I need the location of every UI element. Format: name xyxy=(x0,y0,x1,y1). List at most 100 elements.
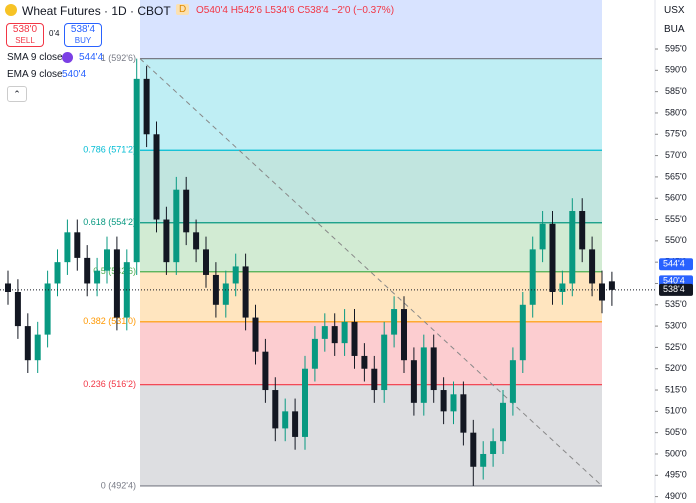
candle-body xyxy=(440,390,447,412)
candle-body xyxy=(262,351,269,391)
currency[interactable]: USX xyxy=(664,5,685,16)
candle-body xyxy=(549,223,556,292)
candle-body xyxy=(113,249,120,318)
fib-zone xyxy=(140,384,602,486)
candle-body xyxy=(341,321,348,344)
y-tick-label: 530'0 xyxy=(665,320,687,330)
loading-icon xyxy=(62,52,73,63)
buy-price: 538'4 xyxy=(70,24,96,35)
candle-body xyxy=(351,321,358,356)
candle-body xyxy=(460,394,467,433)
y-tick-label: 585'0 xyxy=(665,86,687,96)
y-tick-label: 505'0 xyxy=(665,427,687,437)
candle-body xyxy=(272,390,279,429)
y-tick-label: 575'0 xyxy=(665,129,687,139)
price-tag xyxy=(659,283,693,296)
candle-body xyxy=(203,249,209,275)
candle-body xyxy=(430,347,437,391)
candle-body xyxy=(133,78,140,263)
candle-body xyxy=(539,223,546,250)
price-tag xyxy=(659,258,693,271)
price-tag-label: 538'4 xyxy=(663,284,685,294)
y-tick-label: 555'0 xyxy=(665,214,687,224)
spread: 0'4 xyxy=(49,29,60,38)
candle-body xyxy=(252,317,259,352)
unit[interactable]: BUA xyxy=(664,24,685,35)
y-tick-label: 560'0 xyxy=(665,193,687,203)
candle-body xyxy=(54,262,61,284)
candle-body xyxy=(371,368,378,391)
fib-zone xyxy=(140,321,602,385)
fib-label: 0.382 (531'0) xyxy=(83,316,136,326)
candle-body xyxy=(212,274,219,305)
candle-body xyxy=(361,355,368,369)
y-tick-label: 525'0 xyxy=(665,342,687,352)
candle-body xyxy=(173,189,180,263)
candle-body xyxy=(490,441,497,454)
price-tag-label: 540'4 xyxy=(663,276,685,286)
sell-price: 538'0 xyxy=(12,24,38,35)
y-tick-label: 570'0 xyxy=(665,150,687,160)
candle-body xyxy=(24,326,31,361)
candle-body xyxy=(599,283,605,301)
candle-body xyxy=(5,283,11,292)
collapse-button[interactable]: ⌃ xyxy=(7,86,27,102)
y-tick-label: 535'0 xyxy=(665,299,687,309)
candle-body xyxy=(292,411,299,437)
buy-label: BUY xyxy=(74,36,92,45)
candle-body xyxy=(410,360,417,403)
sell-label: SELL xyxy=(15,36,35,45)
y-tick-label: 495'0 xyxy=(665,470,687,480)
candle-body xyxy=(193,232,200,250)
candle-body xyxy=(64,232,71,263)
candle-body xyxy=(44,283,51,335)
ema-name[interactable]: EMA 9 close xyxy=(7,69,63,80)
price-tag-label: 544'4 xyxy=(663,259,685,269)
symbol[interactable]: Wheat Futures · 1D · CBOT xyxy=(22,4,171,18)
candle-body xyxy=(608,281,615,290)
fib-label: 0 (492'4) xyxy=(101,480,136,490)
candle-body xyxy=(500,402,506,442)
y-tick-label: 490'0 xyxy=(665,491,687,501)
symbol-icon xyxy=(5,4,17,16)
interval-badge[interactable]: D xyxy=(176,4,190,15)
sma-name[interactable]: SMA 9 close xyxy=(7,52,63,63)
candle-body xyxy=(321,326,328,339)
fib-label: 0.618 (554'2) xyxy=(83,217,136,227)
y-tick-label: 510'0 xyxy=(665,406,687,416)
fib-label: 1 (592'6) xyxy=(101,53,136,63)
candle-body xyxy=(529,249,536,305)
ohlc: O540'4 H542'6 L534'6 C538'4 −2'0 (−0.37%… xyxy=(196,5,395,16)
candle-body xyxy=(311,338,318,369)
candle-body xyxy=(480,453,487,467)
candle-body xyxy=(381,334,388,391)
candle-body xyxy=(153,134,160,220)
sma-value: 544'4 xyxy=(79,52,104,63)
y-tick-label: 565'0 xyxy=(665,171,687,181)
candle-body xyxy=(519,304,526,361)
candle-body xyxy=(84,257,91,284)
candle-body xyxy=(391,309,398,335)
candle-body xyxy=(420,347,427,403)
fib-zone xyxy=(140,0,602,59)
sell-button[interactable]: 538'0 SELL xyxy=(6,23,44,47)
candle-body xyxy=(331,326,338,344)
candle-body xyxy=(282,411,289,429)
candle-body xyxy=(579,211,586,250)
fib-zone xyxy=(140,58,602,151)
y-tick-label: 590'0 xyxy=(665,65,687,75)
candle-body xyxy=(74,232,81,258)
candle-body xyxy=(34,334,41,361)
candle-body xyxy=(222,283,229,305)
candle-body xyxy=(589,249,596,284)
buy-button[interactable]: 538'4 BUY xyxy=(64,23,102,47)
y-tick-label: 515'0 xyxy=(665,384,687,394)
candle-body xyxy=(559,283,566,292)
fib-zone xyxy=(140,222,602,272)
y-tick-label: 550'0 xyxy=(665,235,687,245)
y-tick-label: 500'0 xyxy=(665,448,687,458)
y-tick-label: 580'0 xyxy=(665,107,687,117)
candle-body xyxy=(401,309,407,361)
